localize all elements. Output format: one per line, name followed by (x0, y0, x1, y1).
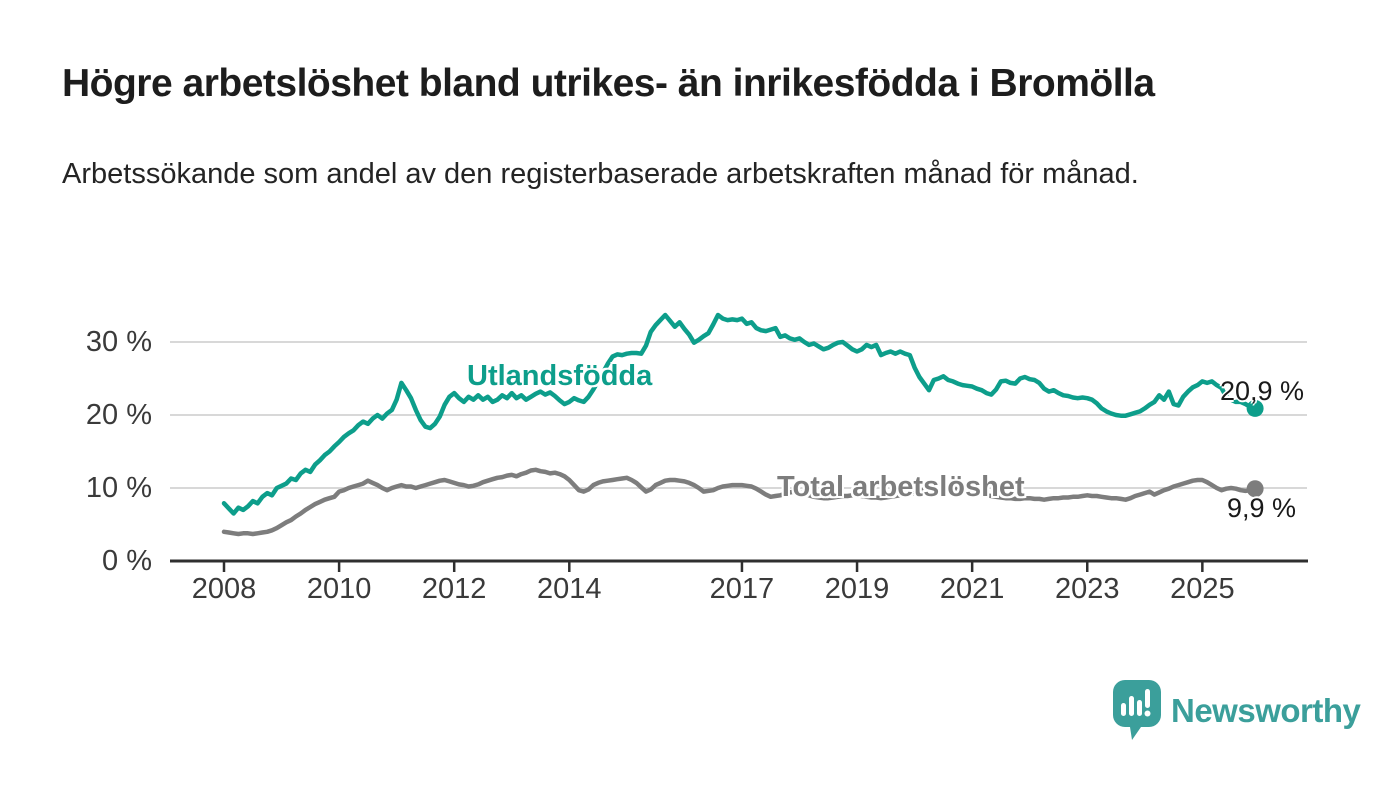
series-end-dot-1 (1246, 480, 1264, 498)
x-tick-label-2025: 2025 (1170, 573, 1235, 605)
end-value-label-total: 9,9 % (1227, 493, 1297, 523)
page-subtitle: Arbetssökande som andel av den registerb… (62, 158, 1139, 190)
y-tick-label-30: 30 % (85, 326, 152, 358)
newsworthy-brand-text: Newsworthy (1171, 692, 1361, 729)
x-tick-label-2012: 2012 (421, 573, 487, 605)
series-line-1 (221, 467, 1258, 537)
x-tick-label-2008: 2008 (191, 573, 257, 605)
x-tick-label-2017: 2017 (709, 573, 775, 605)
x-tick-label-2023: 2023 (1054, 573, 1120, 605)
page-title: Högre arbetslöshet bland utrikes- än inr… (62, 62, 1155, 105)
x-tick-label-2014: 2014 (537, 573, 602, 605)
end-value-label-utlandsfodda: 20,9 % (1220, 376, 1305, 406)
series-line-0 (221, 312, 1258, 516)
series-label-utlandsfodda: Utlandsfödda (467, 360, 653, 392)
newsworthy-brand: Newsworthy (1113, 680, 1361, 740)
x-tick-label-2021: 2021 (939, 573, 1005, 605)
series-end-dot-0 (1246, 399, 1264, 417)
series-label-total: Total arbetslöshet (777, 471, 1025, 503)
newsworthy-logo-icon (1113, 680, 1161, 742)
y-tick-label-10: 10 % (85, 472, 152, 504)
y-tick-label-20: 20 % (85, 399, 152, 431)
x-tick-label-2019: 2019 (824, 573, 890, 605)
y-tick-label-0: 0 % (102, 545, 152, 577)
x-tick-label-2010: 2010 (306, 573, 372, 605)
